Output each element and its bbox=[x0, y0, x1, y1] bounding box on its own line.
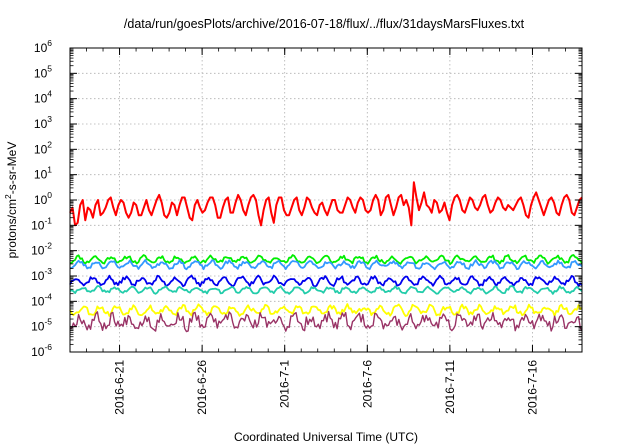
series-line-3 bbox=[69, 274, 583, 288]
y-tick-label: 105 bbox=[34, 63, 52, 80]
y-tick-label: 10-2 bbox=[31, 241, 52, 258]
y-tick-label: 10-1 bbox=[31, 215, 52, 232]
y-tick-label: 103 bbox=[34, 114, 52, 131]
y-tick-label: 104 bbox=[34, 89, 52, 106]
series-line-4 bbox=[69, 285, 583, 295]
series-line-0 bbox=[69, 181, 583, 227]
x-tick-label: 2016-6-26 bbox=[195, 360, 209, 415]
y-tick-label: 10-5 bbox=[31, 317, 52, 334]
y-tick-label: 102 bbox=[34, 139, 52, 156]
y-axis-label: protons/cm2-s-sr-MeV bbox=[3, 142, 19, 259]
y-tick-label: 101 bbox=[34, 165, 52, 182]
x-tick-label: 2016-7-6 bbox=[360, 360, 374, 408]
x-tick-label: 2016-7-16 bbox=[525, 360, 539, 415]
series-line-6 bbox=[69, 310, 583, 333]
y-tick-label: 10-6 bbox=[31, 342, 52, 359]
y-tick-label: 10-4 bbox=[31, 291, 52, 308]
grid bbox=[70, 48, 582, 352]
y-tick-label: 100 bbox=[34, 190, 52, 207]
x-tick-label: 2016-6-21 bbox=[113, 360, 127, 415]
y-axis: 106 105 104 103 102 101 100 10-1 10-2 10-3 10-4 10-… bbox=[31, 38, 582, 359]
series-line-2 bbox=[69, 259, 583, 271]
series-line-5 bbox=[69, 303, 583, 317]
chart-title: /data/run/goesPlots/archive/2016-07-18/f… bbox=[124, 17, 525, 31]
y-tick-label: 106 bbox=[34, 38, 52, 55]
x-axis-label: Coordinated Universal Time (UTC) bbox=[234, 430, 418, 444]
x-tick-label: 2016-7-1 bbox=[278, 360, 292, 408]
x-axis: 2016-6-21 2016-6-26 2016-7-1 2016-7-6 2016-7… bbox=[86, 48, 566, 415]
y-tick-label: 10-3 bbox=[31, 266, 52, 283]
series-group bbox=[69, 181, 583, 333]
series-line-1 bbox=[69, 254, 583, 265]
x-tick-label: 2016-7-11 bbox=[443, 360, 457, 414]
